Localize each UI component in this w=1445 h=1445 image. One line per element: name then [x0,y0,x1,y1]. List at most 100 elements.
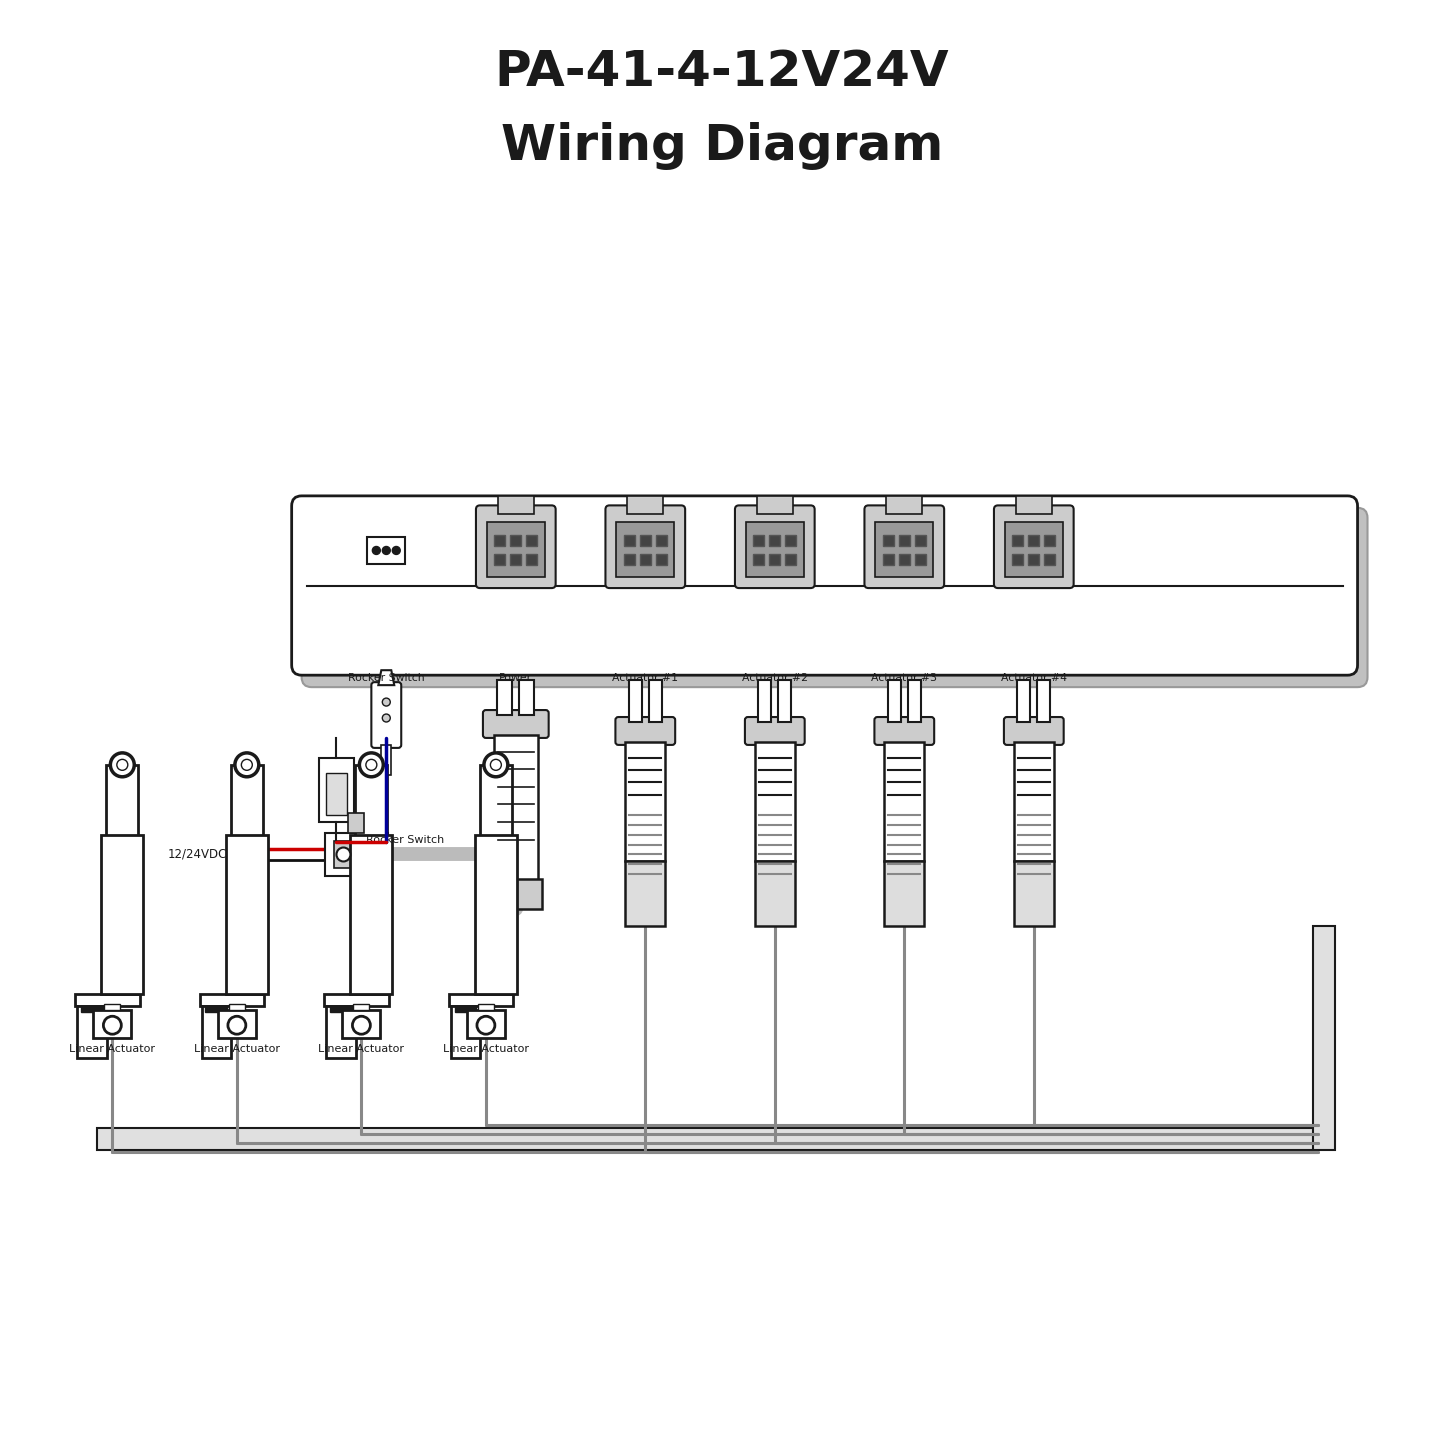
Bar [81,1006,103,1011]
Bar [1017,681,1030,722]
Circle shape [360,753,383,777]
Bar [225,835,267,994]
Bar [334,841,353,868]
Bar [231,764,263,994]
Circle shape [383,698,390,707]
Bar [656,535,666,546]
Bar [899,535,910,546]
Bar [769,555,780,565]
Bar [97,1129,1318,1150]
Circle shape [104,1016,121,1035]
Bar [915,555,926,565]
Bar [754,861,795,926]
Bar [475,835,517,994]
Bar [451,1006,480,1058]
Bar [1014,861,1053,926]
FancyBboxPatch shape [874,717,933,746]
Bar [351,835,392,994]
Bar [494,555,506,565]
Bar [883,535,894,546]
Bar [617,522,675,577]
Bar [779,681,792,722]
Text: Wiring Diagram: Wiring Diagram [501,123,944,171]
Bar [201,1006,231,1058]
Bar [526,555,538,565]
FancyBboxPatch shape [616,717,675,746]
Circle shape [484,753,507,777]
Bar [915,535,926,546]
Text: Actuator #4: Actuator #4 [1001,673,1066,683]
Bar [884,741,925,861]
Text: Rocker Switch: Rocker Switch [367,835,445,844]
Bar [759,681,772,722]
Circle shape [490,760,501,770]
Bar [884,861,925,926]
Bar [494,736,538,884]
Bar [746,522,803,577]
FancyBboxPatch shape [475,506,556,588]
Bar [490,880,542,909]
Bar [640,535,650,546]
Bar [887,681,900,722]
Bar [199,994,264,1006]
Bar [355,764,387,994]
FancyBboxPatch shape [302,507,1367,688]
Bar [1029,555,1039,565]
Bar [769,535,780,546]
Bar [1014,741,1053,861]
Bar [526,535,538,546]
Circle shape [117,760,127,770]
Bar [324,994,389,1006]
Bar [876,522,933,577]
Bar [107,764,139,994]
Circle shape [477,1016,494,1035]
Bar [510,535,522,546]
Bar [1038,681,1051,722]
Text: Linear Actuator: Linear Actuator [194,1043,280,1053]
Bar [753,555,764,565]
Bar [342,1010,380,1038]
Bar [467,1010,504,1038]
Bar [886,497,922,514]
FancyBboxPatch shape [746,717,805,746]
Bar [218,1010,256,1038]
Bar [205,1006,227,1011]
Bar [325,773,347,815]
Bar [1004,522,1062,577]
Bar [640,555,650,565]
FancyBboxPatch shape [864,506,944,588]
Bar [348,812,364,832]
Bar [626,741,665,861]
Bar [510,555,522,565]
Bar [325,832,389,877]
Circle shape [392,546,400,555]
Bar [629,681,642,722]
Bar [487,522,545,577]
Bar [104,1004,120,1010]
Bar [649,681,662,722]
FancyBboxPatch shape [371,682,402,749]
Bar [101,835,143,994]
Bar [455,1006,477,1011]
Circle shape [366,760,377,770]
Circle shape [110,753,134,777]
Text: Linear Actuator: Linear Actuator [444,1043,529,1053]
Bar [381,746,392,775]
Bar [448,994,513,1006]
Bar [480,764,512,994]
Bar [329,1006,353,1011]
FancyBboxPatch shape [483,709,549,738]
Polygon shape [379,670,394,685]
FancyBboxPatch shape [736,506,815,588]
Bar [785,555,796,565]
Bar [354,1004,370,1010]
Bar [327,1006,355,1058]
Bar [624,555,634,565]
Text: Actuator #1: Actuator #1 [613,673,678,683]
Text: Linear Actuator: Linear Actuator [318,1043,405,1053]
Bar [626,861,665,926]
Bar [367,536,405,565]
Circle shape [236,753,259,777]
FancyBboxPatch shape [1004,717,1064,746]
Bar [478,1004,494,1010]
